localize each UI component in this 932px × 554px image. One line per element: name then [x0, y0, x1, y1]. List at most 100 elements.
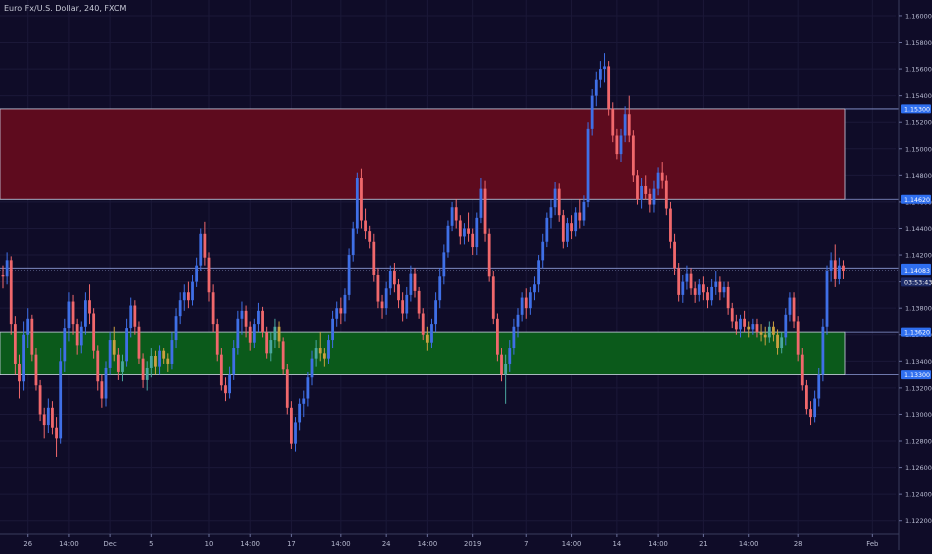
candle-body[interactable] — [524, 297, 528, 309]
candle-body[interactable] — [438, 276, 442, 301]
candle-body[interactable] — [281, 341, 285, 370]
candle-body[interactable] — [306, 377, 310, 399]
candle-body[interactable] — [796, 321, 800, 355]
candle-body[interactable] — [170, 340, 174, 364]
candle-body[interactable] — [842, 265, 845, 271]
candle-body[interactable] — [347, 255, 351, 295]
candle-body[interactable] — [248, 326, 252, 343]
candle-body[interactable] — [343, 294, 347, 314]
candle-body[interactable] — [516, 314, 520, 327]
candle-body[interactable] — [34, 354, 38, 386]
candle-body[interactable] — [384, 288, 388, 309]
candle-body[interactable] — [483, 188, 487, 234]
candle-body[interactable] — [537, 260, 540, 285]
candle-body[interactable] — [42, 414, 46, 426]
candle-body[interactable] — [636, 175, 639, 200]
candle-body[interactable] — [809, 409, 812, 418]
candle-body[interactable] — [203, 233, 207, 258]
candle-body[interactable] — [648, 193, 652, 205]
candle-body[interactable] — [327, 340, 330, 359]
candle-body[interactable] — [368, 231, 372, 242]
candle-body[interactable] — [767, 326, 771, 338]
candle-body[interactable] — [446, 225, 450, 253]
candle-body[interactable] — [5, 260, 9, 277]
candle-body[interactable] — [673, 241, 676, 269]
candle-body[interactable] — [603, 66, 606, 70]
candle-body[interactable] — [788, 297, 792, 315]
candle-body[interactable] — [364, 220, 367, 232]
candle-body[interactable] — [504, 363, 508, 375]
candle-body[interactable] — [240, 310, 244, 319]
candle-body[interactable] — [137, 326, 141, 359]
candle-body[interactable] — [825, 270, 829, 327]
candle-body[interactable] — [722, 286, 726, 293]
price-marker[interactable] — [901, 266, 931, 276]
candle-body[interactable] — [236, 318, 240, 349]
candle-body[interactable] — [751, 324, 755, 330]
candle-body[interactable] — [285, 369, 289, 408]
candle-body[interactable] — [141, 358, 145, 380]
candle-body[interactable] — [553, 188, 557, 208]
candle-body[interactable] — [13, 324, 17, 364]
candle-body[interactable] — [232, 348, 236, 375]
candle-body[interactable] — [38, 385, 42, 415]
candle-body[interactable] — [401, 300, 405, 314]
candle-body[interactable] — [681, 281, 685, 295]
candle-body[interactable] — [162, 350, 166, 359]
candle-body[interactable] — [71, 301, 75, 325]
candle-body[interactable] — [430, 324, 433, 343]
candle-body[interactable] — [813, 398, 817, 418]
candle-body[interactable] — [125, 328, 128, 362]
candle-body[interactable] — [294, 422, 297, 444]
candle-body[interactable] — [677, 268, 681, 295]
candle-body[interactable] — [454, 207, 458, 221]
candle-body[interactable] — [627, 114, 631, 136]
candle-body[interactable] — [734, 321, 738, 330]
candle-body[interactable] — [207, 257, 211, 293]
candle-body[interactable] — [46, 407, 50, 426]
candle-body[interactable] — [817, 374, 821, 399]
candle-body[interactable] — [718, 281, 722, 293]
candle-body[interactable] — [471, 233, 475, 248]
candle-body[interactable] — [685, 273, 689, 282]
candle-body[interactable] — [1, 274, 5, 277]
candle-body[interactable] — [18, 363, 21, 382]
candle-body[interactable] — [178, 300, 182, 317]
candle-body[interactable] — [277, 326, 281, 342]
candle-body[interactable] — [84, 300, 87, 327]
candle-body[interactable] — [228, 374, 231, 394]
candle-body[interactable] — [67, 301, 71, 329]
candle-body[interactable] — [837, 265, 841, 279]
candle-body[interactable] — [96, 350, 100, 382]
candle-body[interactable] — [211, 292, 215, 325]
candle-body[interactable] — [549, 207, 553, 218]
candle-body[interactable] — [491, 276, 495, 319]
candle-body[interactable] — [784, 314, 788, 338]
candle-body[interactable] — [215, 324, 219, 355]
candle-body[interactable] — [755, 324, 759, 333]
candle-body[interactable] — [158, 350, 161, 367]
candle-body[interactable] — [51, 407, 54, 428]
candle-body[interactable] — [187, 292, 190, 301]
candle-body[interactable] — [421, 313, 425, 335]
candle-body[interactable] — [405, 294, 409, 314]
candle-body[interactable] — [594, 79, 598, 96]
candle-body[interactable] — [380, 301, 384, 309]
candle-body[interactable] — [520, 297, 524, 315]
candle-body[interactable] — [322, 353, 326, 359]
candle-body[interactable] — [145, 367, 149, 380]
candle-body[interactable] — [487, 233, 491, 277]
candle-body[interactable] — [88, 300, 91, 314]
candle-body[interactable] — [759, 332, 763, 335]
candle-body[interactable] — [26, 318, 30, 335]
candle-body[interactable] — [261, 310, 264, 333]
candle-body[interactable] — [310, 358, 314, 378]
candle-body[interactable] — [442, 252, 446, 277]
candle-body[interactable] — [376, 274, 380, 302]
candle-body[interactable] — [656, 172, 660, 189]
candle-body[interactable] — [747, 326, 751, 330]
candle-body[interactable] — [55, 427, 58, 439]
candle-body[interactable] — [821, 326, 825, 375]
candle-body[interactable] — [154, 356, 157, 367]
